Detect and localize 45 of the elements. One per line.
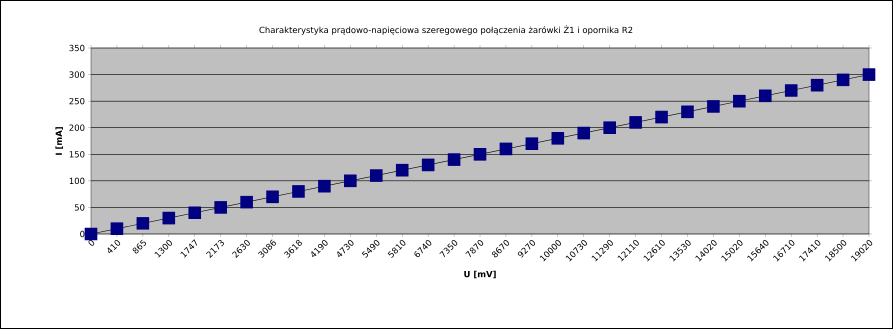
point [474, 148, 486, 161]
y-tick-label: 50 [74, 204, 84, 211]
y-tick-label: 300 [69, 71, 84, 78]
point [214, 201, 227, 214]
point [110, 222, 124, 235]
point [526, 137, 538, 150]
point [707, 100, 720, 113]
point [162, 212, 176, 224]
point [448, 153, 460, 166]
point [240, 196, 253, 208]
y-tick-label: 350 [69, 44, 84, 52]
point [552, 132, 564, 145]
point [603, 121, 616, 134]
point [136, 217, 150, 230]
point [758, 90, 772, 102]
point [629, 116, 642, 129]
x-tick-label: 0 [88, 240, 94, 246]
point [681, 105, 694, 118]
y-tick-label: 250 [69, 98, 84, 104]
point [862, 68, 876, 81]
x-tick-label: 865 [132, 240, 146, 254]
point [655, 110, 668, 124]
point [577, 126, 590, 140]
chart-title: Charakterystyka prądowo-napięciowa szeregowego połączenia żarówki Ż1 i opornika R2 [259, 25, 632, 35]
point [84, 228, 98, 240]
y-tick-label: 150 [70, 151, 84, 158]
y-tick-label: 100 [70, 178, 84, 184]
y-tick-label: 0 [80, 230, 84, 238]
y-axis-title: I [mA] [55, 127, 63, 155]
point [344, 174, 357, 188]
x-axis-title: U [mV] [464, 270, 496, 278]
point [733, 94, 746, 108]
point [292, 185, 305, 198]
point [836, 74, 850, 86]
point [810, 78, 824, 92]
point [396, 164, 409, 177]
point [370, 169, 383, 182]
point [784, 84, 798, 97]
y-tick-label: 200 [69, 124, 84, 131]
point [188, 206, 202, 220]
point [318, 180, 331, 192]
point [422, 158, 434, 172]
x-tick-label: 410 [108, 240, 120, 254]
point [266, 190, 279, 204]
point [500, 142, 512, 156]
